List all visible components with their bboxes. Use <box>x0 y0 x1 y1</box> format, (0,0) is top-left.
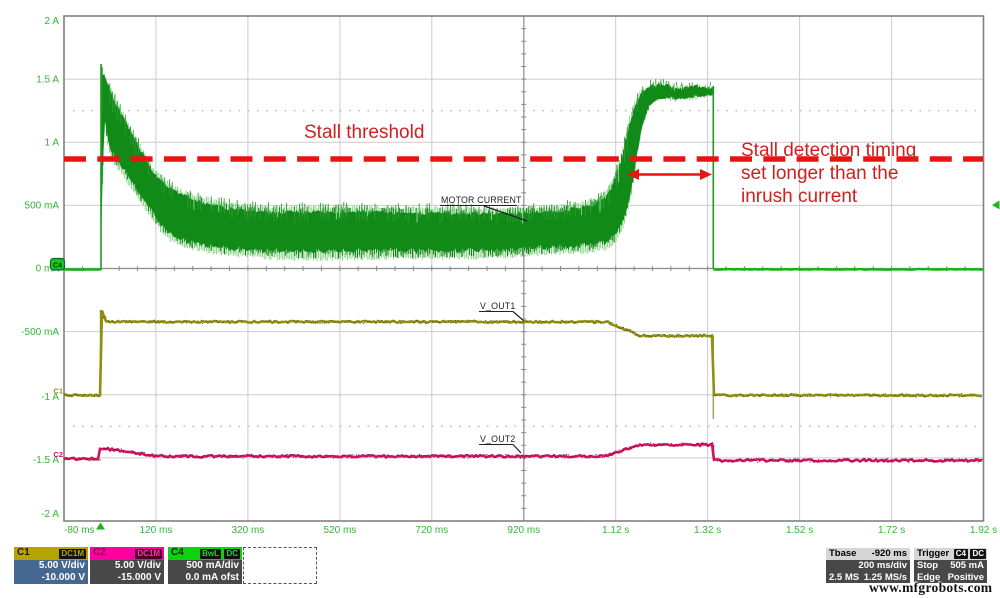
svg-text:C1: C1 <box>53 387 63 396</box>
svg-text:C4: C4 <box>53 263 62 270</box>
svg-text:-1.5 A: -1.5 A <box>33 455 59 466</box>
svg-text:C2: C2 <box>53 450 63 459</box>
svg-text:V_OUT2: V_OUT2 <box>480 434 515 444</box>
svg-text:320 ms: 320 ms <box>232 525 265 536</box>
svg-text:MOTOR CURRENT: MOTOR CURRENT <box>441 195 522 205</box>
svg-text:1.92 s: 1.92 s <box>970 525 997 536</box>
svg-text:-80 ms: -80 ms <box>64 525 95 536</box>
svg-text:720 ms: 720 ms <box>415 525 448 536</box>
svg-text:-2 A: -2 A <box>41 509 59 520</box>
svg-text:520 ms: 520 ms <box>324 525 357 536</box>
svg-text:1 A: 1 A <box>45 137 60 148</box>
svg-text:-1 A: -1 A <box>41 392 59 403</box>
svg-text:500 mA: 500 mA <box>25 201 60 212</box>
svg-text:0 mA: 0 mA <box>36 264 60 275</box>
svg-text:1.32 s: 1.32 s <box>694 525 721 536</box>
svg-text:1.52 s: 1.52 s <box>786 525 813 536</box>
svg-text:120 ms: 120 ms <box>140 525 173 536</box>
svg-text:1.12 s: 1.12 s <box>602 525 629 536</box>
svg-text:-500 mA: -500 mA <box>21 327 59 338</box>
svg-text:2 A: 2 A <box>45 16 60 27</box>
svg-text:920 ms: 920 ms <box>507 525 540 536</box>
svg-text:1.5 A: 1.5 A <box>36 74 59 85</box>
svg-text:V_OUT1: V_OUT1 <box>480 301 515 311</box>
svg-text:1.72 s: 1.72 s <box>878 525 905 536</box>
